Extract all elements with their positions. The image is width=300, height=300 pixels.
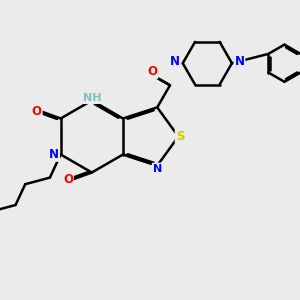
Text: O: O xyxy=(147,65,158,78)
Text: S: S xyxy=(176,130,184,143)
Text: O: O xyxy=(63,173,73,186)
Text: N: N xyxy=(49,148,59,161)
Text: NH: NH xyxy=(82,93,101,103)
Text: N: N xyxy=(153,164,162,174)
Text: O: O xyxy=(32,105,42,118)
Text: N: N xyxy=(170,55,180,68)
Text: N: N xyxy=(234,55,244,68)
